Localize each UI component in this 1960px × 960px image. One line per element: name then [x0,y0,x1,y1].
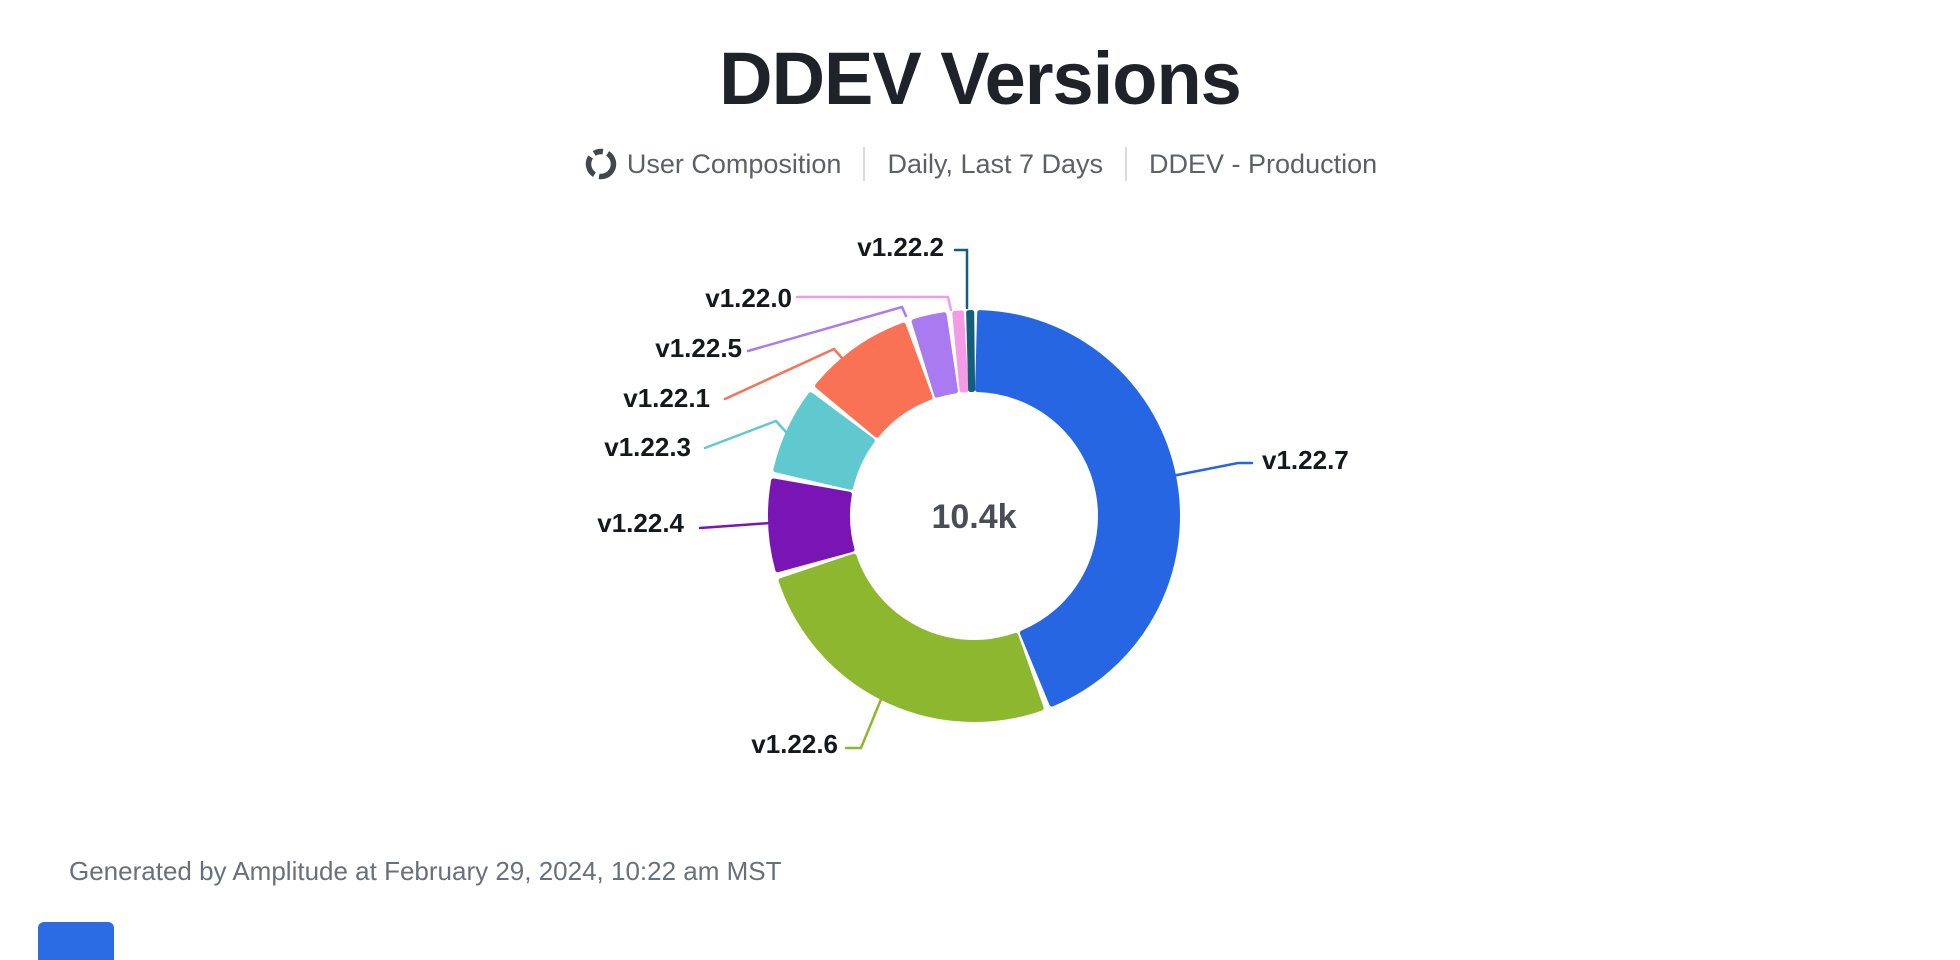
donut-segment-v1.22.3[interactable] [773,392,875,490]
callout-line-v1.22.7 [1170,461,1254,478]
slice-label-v1.22.7: v1.22.7 [1262,445,1349,475]
donut-segment-v1.22.5[interactable] [911,312,958,398]
slice-label-v1.22.0: v1.22.0 [705,283,792,313]
subtitle-chart-type: User Composition [561,146,864,182]
subtitle-divider [863,147,866,181]
callout-line-v1.22.3 [703,419,788,450]
slice-label-v1.22.6: v1.22.6 [751,729,838,759]
slice-label-v1.22.1: v1.22.1 [623,383,710,413]
page-title: DDEV Versions [719,37,1242,120]
callout-line-v1.22.1 [723,347,844,401]
donut-segment-v1.22.7[interactable] [975,310,1180,707]
subtitle-project-label: DDEV - Production [1149,148,1378,179]
chart-subtitle: User Composition Daily, Last 7 Days DDEV… [0,146,1960,182]
donut-segment-v1.22.1[interactable] [815,322,933,438]
subtitle-chart-type-label: User Composition [626,148,842,179]
subtitle-date-range-label: Daily, Last 7 Days [887,148,1104,179]
generated-by-note: Generated by Amplitude at February 29, 2… [69,856,782,886]
slice-label-v1.22.4: v1.22.4 [597,508,684,538]
callout-line-v1.22.4 [698,521,772,530]
callout-line-v1.22.5 [746,305,908,353]
donut-center-total: 10.4k [931,498,1016,536]
donut-segment-v1.22.2[interactable] [966,310,976,393]
subtitle-divider [1125,147,1128,181]
slice-label-v1.22.3: v1.22.3 [604,432,691,462]
bottom-left-blue-bar [38,922,114,960]
callout-line-v1.22.0 [795,295,953,312]
callout-line-v1.22.2 [953,248,969,310]
subtitle-date-range: Daily, Last 7 Days [865,149,1125,180]
donut-segment-v1.22.6[interactable] [778,553,1044,722]
slice-label-v1.22.2: v1.22.2 [857,232,944,262]
donut-segment-v1.22.0[interactable] [952,310,969,393]
subtitle-project: DDEV - Production [1127,149,1399,180]
donut-segment-v1.22.4[interactable] [768,478,855,573]
donut-chart-icon [585,148,617,180]
slice-label-v1.22.5: v1.22.5 [655,333,742,363]
callout-line-v1.22.6 [844,690,886,750]
